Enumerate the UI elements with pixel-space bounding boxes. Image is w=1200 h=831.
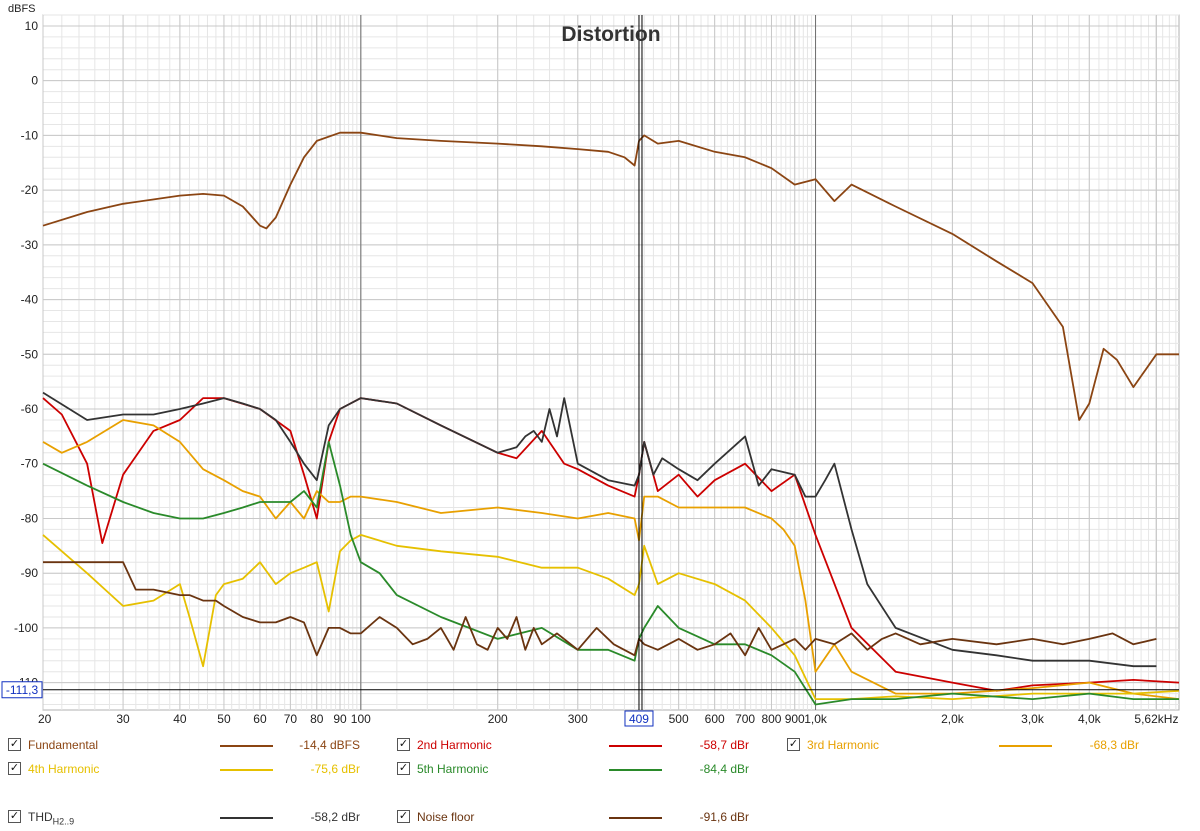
legend-swatch xyxy=(220,769,273,771)
x-tick-label: 70 xyxy=(284,712,298,726)
x-tick-label: 800 xyxy=(761,712,781,726)
legend-item-4th-harmonic[interactable]: ✓ 4th Harmonic -75,6 dBr xyxy=(8,760,388,780)
y-tick-label: -60 xyxy=(21,402,39,416)
legend-swatch xyxy=(609,817,662,819)
legend-label: Noise floor xyxy=(417,810,475,824)
thd-label: THD xyxy=(28,810,53,824)
y-tick-label: -100 xyxy=(14,621,38,635)
series-line-noise-floor xyxy=(43,561,1157,657)
series-line-fundamental xyxy=(42,131,1179,421)
x-tick-label: 80 xyxy=(310,712,324,726)
legend-item-thd[interactable]: ✓ THDH2..9 -58,2 dBr xyxy=(8,808,388,828)
cursor-x-readout-box xyxy=(624,710,654,727)
checkbox-noise-floor[interactable]: ✓ xyxy=(397,810,410,823)
legend-row-1: ✓ Fundamental -14,4 dBFS ✓ 2nd Harmonic … xyxy=(0,736,1200,756)
legend-value: -91,6 dBr xyxy=(699,810,749,824)
cursor-x-readout: 409 xyxy=(629,712,649,726)
y-tick-label: -10 xyxy=(21,128,39,142)
legend-value: -58,7 dBr xyxy=(699,738,749,752)
checkbox-4th-harmonic[interactable]: ✓ xyxy=(8,762,21,775)
x-tick-label: 500 xyxy=(669,712,689,726)
series-line-thd xyxy=(42,391,1157,668)
x-tick-label: 200 xyxy=(488,712,508,726)
cursor-y-readout: -111,3 xyxy=(6,683,39,697)
x-tick-label: 40 xyxy=(173,712,187,726)
legend-item-3rd-harmonic[interactable]: ✓ 3rd Harmonic -68,3 dBr xyxy=(787,736,1157,756)
x-tick-label: 4,0k xyxy=(1078,712,1102,726)
legend-label: 5th Harmonic xyxy=(417,762,489,776)
checkbox-thd[interactable]: ✓ xyxy=(8,810,21,823)
legend-swatch xyxy=(999,745,1052,747)
legend-value: -14,4 dBFS xyxy=(299,738,360,752)
checkbox-5th-harmonic[interactable]: ✓ xyxy=(397,762,410,775)
series-line-2nd-harmonic xyxy=(42,397,1180,692)
x-tick-label: 600 xyxy=(705,712,725,726)
x-tick-label: 1,0k xyxy=(804,712,828,726)
y-axis-unit-label: dBFS xyxy=(8,3,36,15)
series-line-3rd-harmonic xyxy=(42,419,1180,700)
legend-value: -68,3 dBr xyxy=(1089,738,1139,752)
cursor-y-readout-box xyxy=(1,681,43,699)
x-tick-label: 50 xyxy=(217,712,231,726)
y-tick-label: -80 xyxy=(21,511,39,525)
legend-label: 2nd Harmonic xyxy=(417,738,492,752)
legend-item-noise-floor[interactable]: ✓ Noise floor -91,6 dBr xyxy=(397,808,777,828)
legend-label: THDH2..9 xyxy=(28,810,74,826)
checkbox-3rd-harmonic[interactable]: ✓ xyxy=(787,738,800,751)
y-tick-label: -20 xyxy=(21,183,39,197)
x-tick-label: 30 xyxy=(116,712,130,726)
legend-swatch xyxy=(220,817,273,819)
x-tick-label: 700 xyxy=(735,712,755,726)
distortion-plot: 100-10-20-30-40-50-60-70-80-90-100-110 2… xyxy=(1,3,1180,727)
x-tick-label: 60 xyxy=(253,712,267,726)
y-tick-label: -50 xyxy=(21,347,39,361)
legend-value: -58,2 dBr xyxy=(310,810,360,824)
y-tick-label: 0 xyxy=(31,74,38,88)
legend-swatch xyxy=(609,745,662,747)
x-tick-label: 2,0k xyxy=(941,712,965,726)
x-tick-label: 300 xyxy=(568,712,588,726)
x-tick-label: 90 xyxy=(333,712,347,726)
y-tick-label: 10 xyxy=(25,19,39,33)
x-tick-label: 100 xyxy=(351,712,371,726)
legend-value: -75,6 dBr xyxy=(310,762,360,776)
x-tick-label: 3,0k xyxy=(1021,712,1045,726)
legend-row-3: ✓ THDH2..9 -58,2 dBr ✓ Noise floor -91,6… xyxy=(0,808,1200,828)
y-tick-label: -70 xyxy=(21,457,39,471)
legend-swatch xyxy=(609,769,662,771)
thd-subscript: H2..9 xyxy=(52,816,75,827)
legend-label: 3rd Harmonic xyxy=(807,738,880,752)
legend-row-2: ✓ 4th Harmonic -75,6 dBr ✓ 5th Harmonic … xyxy=(0,760,1200,780)
y-tick-label: -90 xyxy=(21,566,39,580)
y-tick-label: -30 xyxy=(21,238,39,252)
x-tick-label: 5,62kHz xyxy=(1134,712,1178,726)
legend-swatch xyxy=(220,745,273,747)
x-tick-label: 20 xyxy=(38,712,52,726)
series-line-4th-harmonic xyxy=(42,534,1180,700)
checkbox-fundamental[interactable]: ✓ xyxy=(8,738,21,751)
legend-item-2nd-harmonic[interactable]: ✓ 2nd Harmonic -58,7 dBr xyxy=(397,736,777,756)
legend-label: Fundamental xyxy=(28,738,99,752)
y-tick-label: -40 xyxy=(21,293,39,307)
x-tick-label: 900 xyxy=(785,712,805,726)
legend-value: -84,4 dBr xyxy=(699,762,749,776)
checkbox-2nd-harmonic[interactable]: ✓ xyxy=(397,738,410,751)
chart-title: Distortion xyxy=(561,23,660,46)
legend-item-fundamental[interactable]: ✓ Fundamental -14,4 dBFS xyxy=(8,736,388,756)
legend-item-5th-harmonic[interactable]: ✓ 5th Harmonic -84,4 dBr xyxy=(397,760,777,780)
series-line-5th-harmonic xyxy=(42,441,1179,706)
legend-label: 4th Harmonic xyxy=(28,762,100,776)
